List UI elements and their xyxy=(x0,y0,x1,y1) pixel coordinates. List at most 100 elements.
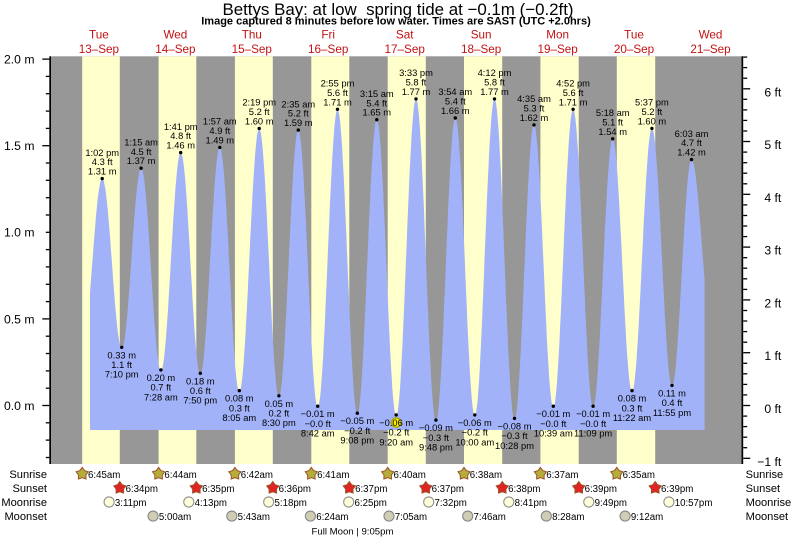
svg-text:0.5 m: 0.5 m xyxy=(4,312,34,326)
svg-text:−0.2 ft: −0.2 ft xyxy=(462,428,489,438)
svg-text:4.3 ft: 4.3 ft xyxy=(92,157,113,167)
svg-text:8:42 am: 8:42 am xyxy=(301,429,335,439)
svg-text:−0.06 m: −0.06 m xyxy=(458,418,492,428)
svg-text:6:41am: 6:41am xyxy=(317,470,349,481)
svg-text:Sun: Sun xyxy=(471,29,492,42)
svg-text:0.6 ft: 0.6 ft xyxy=(190,386,211,396)
svg-text:6:39pm: 6:39pm xyxy=(661,484,693,495)
svg-text:−0.2 ft: −0.2 ft xyxy=(344,426,371,436)
svg-text:7:28 am: 7:28 am xyxy=(144,392,178,402)
svg-text:−0.3 ft: −0.3 ft xyxy=(423,433,450,443)
svg-text:17–Sep: 17–Sep xyxy=(385,43,426,56)
svg-text:4.8 ft: 4.8 ft xyxy=(170,131,191,141)
svg-text:10:39 am: 10:39 am xyxy=(534,429,573,439)
svg-text:−0.08 m: −0.08 m xyxy=(497,421,531,431)
svg-text:1.71 m: 1.71 m xyxy=(323,97,352,107)
svg-text:5.8 ft: 5.8 ft xyxy=(484,78,505,88)
svg-text:5:37 pm: 5:37 pm xyxy=(635,98,669,108)
svg-text:5:18pm: 5:18pm xyxy=(275,498,307,509)
svg-text:6:42am: 6:42am xyxy=(241,470,273,481)
svg-text:16–Sep: 16–Sep xyxy=(308,43,349,56)
svg-text:−1 ft: −1 ft xyxy=(757,455,782,469)
svg-text:8:05 am: 8:05 am xyxy=(222,413,256,423)
svg-text:3:33 pm: 3:33 pm xyxy=(399,68,433,78)
svg-text:1.77 m: 1.77 m xyxy=(480,87,509,97)
svg-text:6:34pm: 6:34pm xyxy=(126,484,158,495)
svg-text:10:00 am: 10:00 am xyxy=(455,437,494,447)
svg-text:0.33 m: 0.33 m xyxy=(107,350,136,360)
svg-text:5.6 ft: 5.6 ft xyxy=(327,88,348,98)
svg-text:6:39pm: 6:39pm xyxy=(585,484,617,495)
svg-text:0.2 ft: 0.2 ft xyxy=(269,409,290,419)
svg-text:0.4 ft: 0.4 ft xyxy=(662,398,683,408)
svg-text:15–Sep: 15–Sep xyxy=(232,43,273,56)
svg-text:4.5 ft: 4.5 ft xyxy=(131,147,152,157)
svg-text:7:05am: 7:05am xyxy=(395,512,427,523)
svg-text:1.0 m: 1.0 m xyxy=(4,226,34,240)
svg-text:7:46am: 7:46am xyxy=(474,512,506,523)
svg-text:1:02 pm: 1:02 pm xyxy=(85,148,119,158)
svg-text:13–Sep: 13–Sep xyxy=(79,43,120,56)
svg-text:7:10 pm: 7:10 pm xyxy=(105,370,139,380)
svg-text:3:15 am: 3:15 am xyxy=(360,89,394,99)
svg-text:14–Sep: 14–Sep xyxy=(155,43,196,56)
svg-text:1.60 m: 1.60 m xyxy=(638,116,667,126)
svg-text:0.0 m: 0.0 m xyxy=(4,399,34,413)
svg-text:4:13pm: 4:13pm xyxy=(195,498,227,509)
svg-text:7:50 pm: 7:50 pm xyxy=(183,396,217,406)
svg-text:−0.0 ft: −0.0 ft xyxy=(580,419,607,429)
svg-text:−0.2 ft: −0.2 ft xyxy=(383,428,410,438)
svg-text:5.3 ft: 5.3 ft xyxy=(524,104,545,114)
svg-text:6:35pm: 6:35pm xyxy=(202,484,234,495)
svg-text:Tue: Tue xyxy=(624,29,644,42)
svg-text:6:37am: 6:37am xyxy=(546,470,578,481)
svg-text:1.49 m: 1.49 m xyxy=(206,135,235,145)
svg-text:6:24am: 6:24am xyxy=(316,512,348,523)
svg-text:5:43am: 5:43am xyxy=(238,512,270,523)
svg-text:9:20 am: 9:20 am xyxy=(379,437,413,447)
svg-text:5.2 ft: 5.2 ft xyxy=(288,109,309,119)
svg-text:5.2 ft: 5.2 ft xyxy=(642,107,663,117)
svg-text:2.0 m: 2.0 m xyxy=(4,53,34,67)
svg-text:18–Sep: 18–Sep xyxy=(461,43,502,56)
svg-text:5.4 ft: 5.4 ft xyxy=(445,97,466,107)
svg-text:19–Sep: 19–Sep xyxy=(537,43,578,56)
svg-text:Thu: Thu xyxy=(242,29,262,42)
svg-text:11:09 pm: 11:09 pm xyxy=(574,429,612,439)
svg-text:1:57 am: 1:57 am xyxy=(203,117,237,127)
svg-text:Fri: Fri xyxy=(321,29,335,42)
svg-text:0 ft: 0 ft xyxy=(764,402,782,416)
svg-text:0.20 m: 0.20 m xyxy=(147,373,176,383)
svg-text:−0.0 ft: −0.0 ft xyxy=(540,419,567,429)
svg-text:Moonset: Moonset xyxy=(746,511,789,523)
svg-text:6:38am: 6:38am xyxy=(470,470,502,481)
svg-text:9:12am: 9:12am xyxy=(631,512,663,523)
svg-text:Sunset: Sunset xyxy=(12,483,47,495)
svg-text:5.4 ft: 5.4 ft xyxy=(366,98,387,108)
svg-text:5.8 ft: 5.8 ft xyxy=(406,78,427,88)
svg-text:0.7 ft: 0.7 ft xyxy=(151,383,172,393)
svg-text:10:57pm: 10:57pm xyxy=(675,498,713,509)
svg-text:4:12 pm: 4:12 pm xyxy=(478,68,512,78)
svg-text:Full Moon | 9:05pm: Full Moon | 9:05pm xyxy=(312,526,394,537)
svg-text:0.05 m: 0.05 m xyxy=(265,399,294,409)
svg-text:1.42 m: 1.42 m xyxy=(677,148,706,158)
svg-text:0.08 m: 0.08 m xyxy=(225,394,254,404)
svg-text:2:19 pm: 2:19 pm xyxy=(242,98,276,108)
svg-text:3:11pm: 3:11pm xyxy=(115,498,147,509)
svg-text:Sat: Sat xyxy=(396,29,414,42)
svg-text:Bettys Bay: at low spring tid: Bettys Bay: at low spring tide at −0.1m … xyxy=(222,0,573,19)
svg-text:2 ft: 2 ft xyxy=(764,296,782,310)
svg-text:21–Sep: 21–Sep xyxy=(690,43,731,56)
svg-text:6:37pm: 6:37pm xyxy=(355,484,387,495)
svg-text:Sunrise: Sunrise xyxy=(746,469,784,481)
svg-text:5:18 am: 5:18 am xyxy=(596,108,630,118)
svg-text:0.3 ft: 0.3 ft xyxy=(229,403,250,413)
svg-text:0.18 m: 0.18 m xyxy=(186,376,215,386)
svg-text:0.08 m: 0.08 m xyxy=(618,394,647,404)
svg-text:Wed: Wed xyxy=(163,29,187,42)
svg-text:9:49pm: 9:49pm xyxy=(595,498,627,509)
svg-text:5:00am: 5:00am xyxy=(159,512,191,523)
svg-text:1.66 m: 1.66 m xyxy=(441,106,470,116)
svg-text:1.46 m: 1.46 m xyxy=(166,141,195,151)
